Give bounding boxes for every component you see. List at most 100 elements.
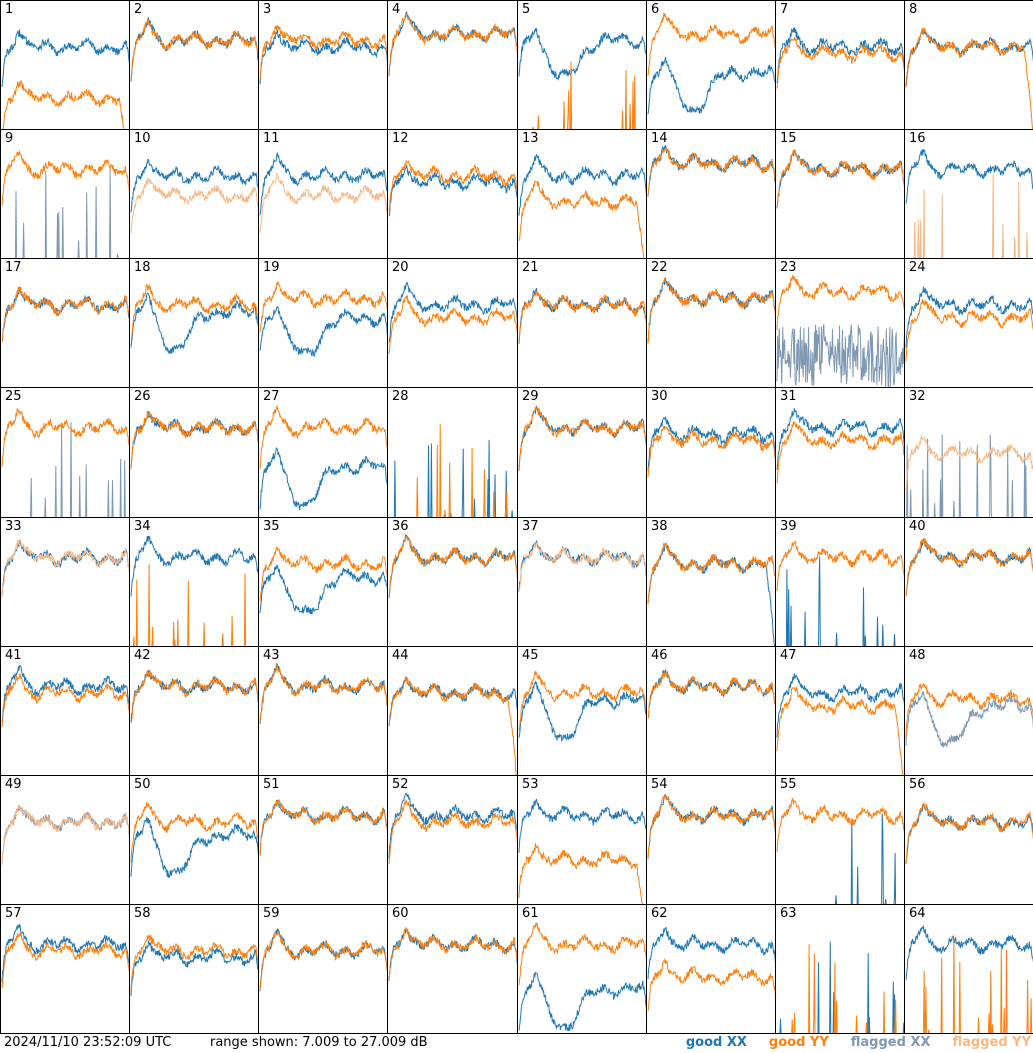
series-xx-good — [130, 411, 258, 468]
spectrum-panel: 27 — [258, 387, 388, 518]
footer: 2024/11/10 23:52:09 UTC range shown: 7.0… — [0, 1033, 1033, 1053]
series-xx-good — [130, 535, 258, 597]
legend-pol: YY — [809, 1035, 829, 1050]
series-yy-good — [776, 685, 904, 775]
series-xx-flagged — [776, 324, 904, 387]
panel-plot — [905, 27, 1033, 129]
series-yy-good — [259, 546, 387, 602]
panel-label: 37 — [522, 519, 539, 534]
series-xx-good — [776, 673, 904, 738]
series-yy-good — [647, 794, 775, 859]
series-yy-good — [132, 564, 247, 646]
spectrum-panel: 10 — [129, 129, 259, 259]
legend-entry-flagged-xx: flagged XX — [851, 1035, 931, 1050]
panel-plot — [1, 539, 129, 598]
series-xx-good — [776, 408, 904, 470]
spectrum-panel: 4 — [387, 0, 518, 130]
series-xx-good — [388, 163, 517, 217]
series-yy-flagged — [259, 171, 387, 234]
timestamp: 2024/11/10 23:52:09 UTC — [4, 1035, 172, 1050]
spectrum-panel: 6 — [646, 0, 776, 130]
series-xx-good — [130, 670, 258, 722]
panel-label: 58 — [134, 906, 151, 921]
panel-plot — [1, 665, 129, 728]
panel-label: 6 — [651, 2, 660, 17]
panel-label: 17 — [5, 260, 22, 275]
series-yy-good — [647, 12, 775, 76]
spectrum-panel: 35 — [258, 517, 388, 647]
panel-plot — [776, 27, 904, 89]
panel-label: 52 — [392, 777, 409, 792]
series-yy-good — [518, 669, 646, 731]
series-xx-good — [259, 28, 387, 85]
series-xx-good — [259, 662, 387, 724]
series-xx-good — [130, 939, 258, 996]
series-yy-good — [1, 286, 129, 343]
series-yy-good — [905, 802, 1033, 865]
series-yy-good — [905, 299, 1033, 362]
panel-plot — [130, 283, 258, 354]
panel-label: 4 — [392, 2, 401, 17]
panel-label: 56 — [909, 777, 926, 792]
panel-plot — [130, 535, 258, 646]
series-xx-good — [785, 556, 896, 646]
spectrum-panel: 25 — [0, 387, 130, 518]
spectrum-panel: 38 — [646, 517, 776, 647]
panel-plot — [259, 280, 387, 357]
series-yy-good — [518, 842, 643, 904]
panel-plot — [130, 17, 258, 82]
spectrum-panel: 11 — [258, 129, 388, 259]
series-xx-good — [1, 540, 129, 597]
series-xx-good — [388, 282, 517, 343]
spectrum-panel: 53 — [517, 775, 647, 905]
panel-plot — [1, 924, 129, 989]
series-xx-good — [259, 151, 387, 216]
series-xx-good — [259, 799, 387, 855]
spectrum-panel: 44 — [387, 646, 518, 776]
series-xx-flagged — [905, 434, 1027, 517]
spectrum-panel: 15 — [775, 129, 905, 259]
spectrum-panel: 7 — [775, 0, 905, 130]
panel-label: 16 — [909, 131, 926, 146]
panel-plot — [130, 669, 258, 724]
panel-plot — [518, 154, 646, 258]
panel-plot — [259, 24, 387, 85]
panel-plot — [259, 151, 387, 234]
series-yy-good — [1, 407, 129, 468]
series-xx-good — [647, 277, 775, 344]
panel-plot — [647, 927, 775, 1012]
panel-label: 34 — [134, 519, 151, 534]
spectrum-panel: 17 — [0, 258, 130, 388]
spectrum-panel: 30 — [646, 387, 776, 518]
panel-label: 15 — [780, 131, 797, 146]
spectrum-panel: 32 — [904, 387, 1033, 518]
series-yy-good — [2, 80, 125, 129]
spectrum-panel: 14 — [646, 129, 776, 259]
series-yy-good — [1, 149, 129, 206]
spectrum-panel: 8 — [904, 0, 1033, 130]
panel-plot — [388, 926, 517, 982]
spectrum-panel: 49 — [0, 775, 130, 905]
panel-plot — [905, 925, 1033, 1033]
panel-label: 23 — [780, 260, 797, 275]
panel-label: 14 — [651, 131, 668, 146]
panel-label: 30 — [651, 389, 668, 404]
spectrum-panel: 36 — [387, 517, 518, 647]
series-xx-good — [776, 27, 904, 83]
panel-plot — [259, 798, 387, 857]
panel-label: 59 — [263, 906, 280, 921]
spectrum-panel: 26 — [129, 387, 259, 518]
series-yy-good — [647, 147, 775, 197]
panel-plot — [647, 416, 775, 478]
panel-plot — [130, 158, 258, 233]
panel-label: 13 — [522, 131, 539, 146]
legend-entry-good-xx: good XX — [686, 1035, 747, 1050]
series-yy-good — [130, 933, 258, 991]
legend-kind: flagged — [952, 1035, 1008, 1050]
spectrum-panel: 33 — [0, 517, 130, 647]
series-xx-good — [518, 539, 646, 592]
series-xx-good — [776, 149, 904, 209]
panel-label: 35 — [263, 519, 280, 534]
panel-label: 49 — [5, 777, 22, 792]
panel-plot — [388, 533, 517, 598]
